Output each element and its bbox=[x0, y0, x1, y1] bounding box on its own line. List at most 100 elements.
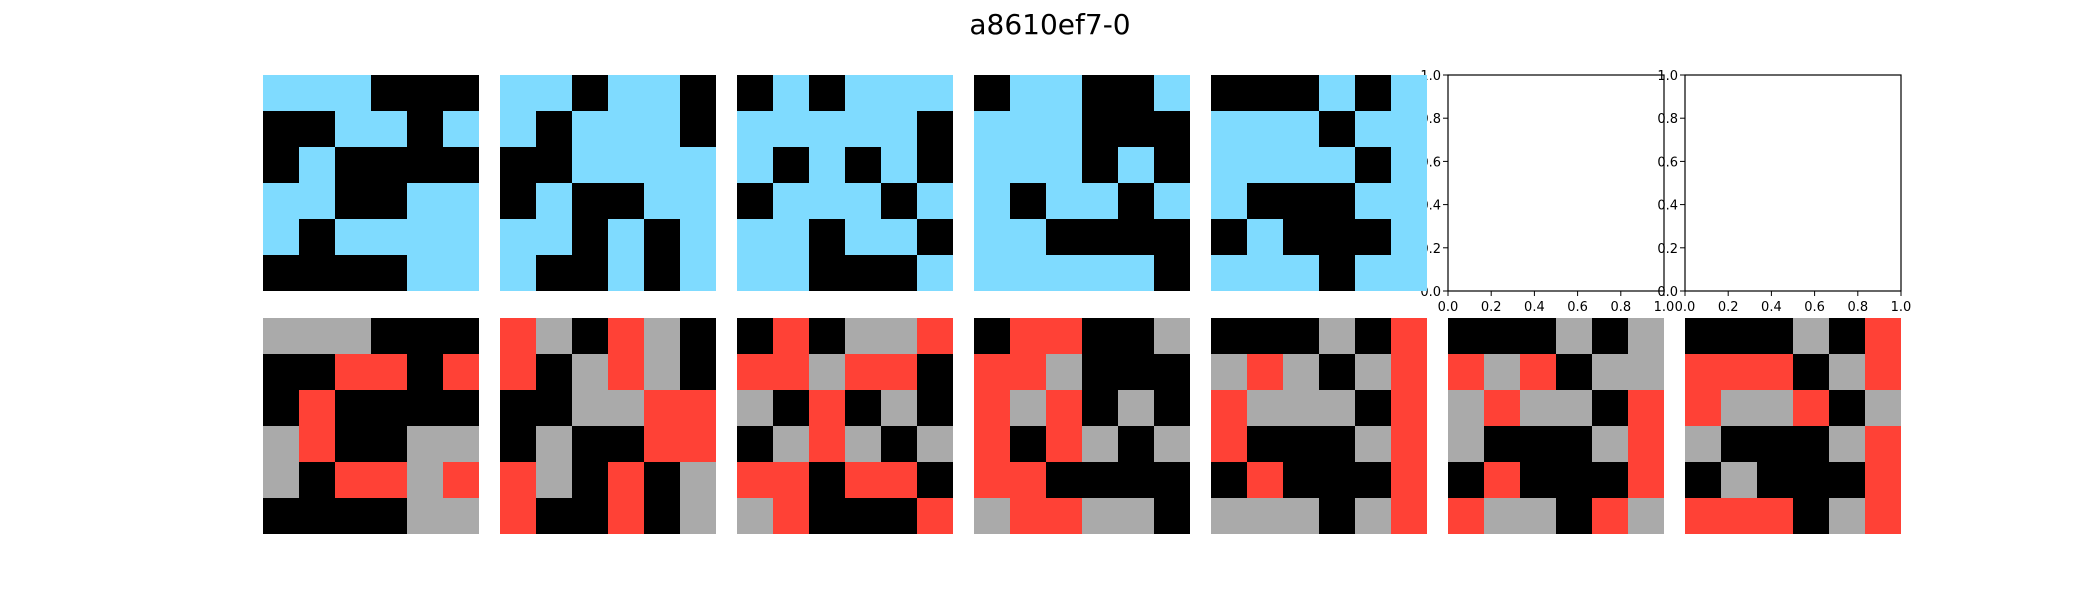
grid-cell bbox=[407, 462, 443, 498]
grid-cell bbox=[1046, 255, 1082, 291]
grid-cell bbox=[737, 462, 773, 498]
grid-cell bbox=[773, 147, 809, 183]
grid-cell bbox=[335, 354, 371, 390]
grid-cell bbox=[1283, 426, 1319, 462]
grid-cell bbox=[500, 354, 536, 390]
grid-cell bbox=[407, 426, 443, 462]
grid-cell bbox=[536, 390, 572, 426]
grid-cell bbox=[335, 219, 371, 255]
grid-cell bbox=[1211, 426, 1247, 462]
grid-cell bbox=[572, 318, 608, 354]
grid-cell bbox=[608, 183, 644, 219]
grid-cell bbox=[1154, 183, 1190, 219]
grid-cell bbox=[809, 354, 845, 390]
grid-cell bbox=[644, 426, 680, 462]
grid-cell bbox=[680, 111, 716, 147]
grid-cell bbox=[917, 111, 953, 147]
grid-cell bbox=[1211, 462, 1247, 498]
grid-cell bbox=[680, 183, 716, 219]
grid-cell bbox=[1082, 219, 1118, 255]
grid-cell bbox=[1628, 354, 1664, 390]
y-tick-label: 0.6 bbox=[1657, 155, 1678, 170]
grid-cell bbox=[1721, 426, 1757, 462]
grid-cell bbox=[809, 426, 845, 462]
grid-cell bbox=[443, 219, 479, 255]
grid-cell bbox=[1520, 354, 1556, 390]
grid-cell bbox=[1118, 390, 1154, 426]
grid-cell bbox=[680, 75, 716, 111]
grid-cell bbox=[1520, 462, 1556, 498]
grid-cell bbox=[1721, 318, 1757, 354]
grid-cell bbox=[407, 111, 443, 147]
grid-cell bbox=[1247, 219, 1283, 255]
grid-cell bbox=[1046, 462, 1082, 498]
grid-cell bbox=[572, 426, 608, 462]
grid-cell bbox=[299, 354, 335, 390]
y-tick-label: 0.2 bbox=[1657, 242, 1678, 257]
grid-cell bbox=[1247, 183, 1283, 219]
grid-cell bbox=[1757, 318, 1793, 354]
grid-cell bbox=[1391, 390, 1427, 426]
grid-cell bbox=[536, 426, 572, 462]
grid-cell bbox=[809, 111, 845, 147]
grid-cell bbox=[299, 255, 335, 291]
grid-cell bbox=[1082, 462, 1118, 498]
grid-cell bbox=[443, 498, 479, 534]
grid-cell bbox=[1154, 318, 1190, 354]
grid-cell bbox=[500, 183, 536, 219]
grid-cell bbox=[1283, 75, 1319, 111]
grid-cell bbox=[680, 354, 716, 390]
grid-cell bbox=[608, 318, 644, 354]
grid-cell bbox=[572, 111, 608, 147]
grid-cell bbox=[263, 426, 299, 462]
y-tick-label: 0.0 bbox=[1657, 285, 1678, 300]
grid-cell bbox=[974, 219, 1010, 255]
grid-cell bbox=[572, 354, 608, 390]
grid-cell bbox=[1283, 147, 1319, 183]
grid-cell bbox=[1046, 183, 1082, 219]
grid-cell bbox=[680, 426, 716, 462]
grid-cell bbox=[1211, 354, 1247, 390]
grid-cell bbox=[263, 111, 299, 147]
grid-cell bbox=[572, 147, 608, 183]
grid-cell bbox=[443, 462, 479, 498]
grid-cell bbox=[773, 111, 809, 147]
grid-cell bbox=[1865, 498, 1901, 534]
grid-cell bbox=[536, 255, 572, 291]
grid-cell bbox=[773, 183, 809, 219]
grid-cell bbox=[881, 111, 917, 147]
grid-cell bbox=[1010, 111, 1046, 147]
grid-cell bbox=[1685, 318, 1721, 354]
grid-cell bbox=[1154, 498, 1190, 534]
grid-cell bbox=[737, 111, 773, 147]
grid-cell bbox=[845, 75, 881, 111]
grid-cell bbox=[644, 75, 680, 111]
grid-cell bbox=[443, 111, 479, 147]
grid-cell bbox=[1757, 354, 1793, 390]
grid-cell bbox=[1685, 390, 1721, 426]
grid-cell bbox=[1118, 462, 1154, 498]
grid-cell bbox=[680, 462, 716, 498]
grid-cell bbox=[299, 75, 335, 111]
grid-cell bbox=[737, 255, 773, 291]
grid-cell bbox=[1247, 147, 1283, 183]
grid-cell bbox=[809, 390, 845, 426]
y-tick-label: 0.4 bbox=[1657, 199, 1678, 214]
grid-cell bbox=[1319, 147, 1355, 183]
grid-cell bbox=[1082, 75, 1118, 111]
grid-cell bbox=[1319, 354, 1355, 390]
grid-cell bbox=[1484, 498, 1520, 534]
grid-cell bbox=[1046, 426, 1082, 462]
x-tick-label: 0.8 bbox=[1847, 300, 1868, 315]
grid-cell bbox=[407, 390, 443, 426]
grid-cell bbox=[371, 354, 407, 390]
grid-cell bbox=[917, 498, 953, 534]
grid-cell bbox=[1757, 462, 1793, 498]
grid-cell bbox=[1793, 462, 1829, 498]
grid-cell bbox=[608, 426, 644, 462]
grid-cell bbox=[1283, 318, 1319, 354]
grid-cell bbox=[1829, 318, 1865, 354]
grid-cell bbox=[1247, 390, 1283, 426]
grid-cell bbox=[608, 462, 644, 498]
grid-cell bbox=[371, 426, 407, 462]
